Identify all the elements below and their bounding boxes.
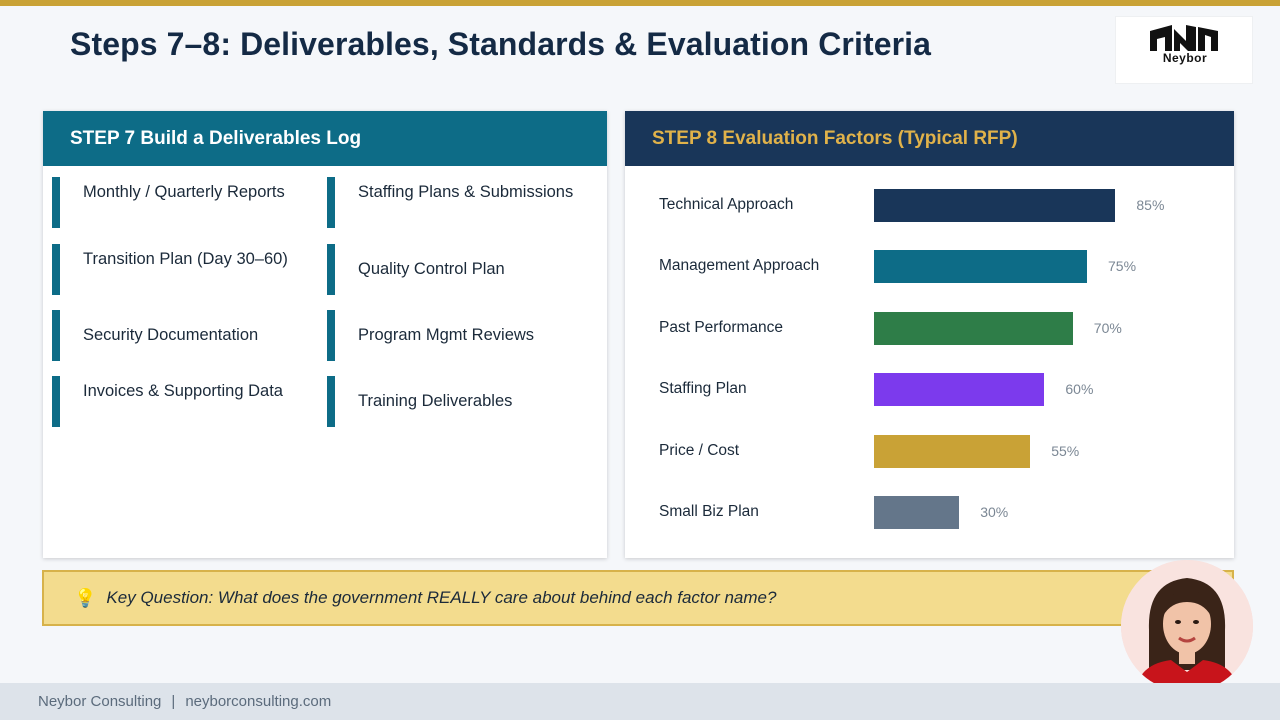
lightbulb-icon: 💡 [74, 587, 97, 608]
bar-label: Past Performance [659, 318, 784, 336]
deliverable-item: Staffing Plans & Submissions [327, 177, 577, 228]
presenter-avatar [1121, 560, 1253, 692]
neybor-logo: Neybor [1115, 16, 1253, 84]
bar [874, 373, 1045, 407]
footer-company: Neybor Consulting [38, 693, 162, 710]
bar-label: Small Biz Plan [659, 503, 759, 520]
deliverable-item: Monthly / Quarterly Reports [52, 177, 302, 228]
bar [874, 311, 1073, 345]
deliverable-item: Training Deliverables [327, 376, 577, 427]
step8-header: STEP 8 Evaluation Factors (Typical RFP) [625, 111, 1234, 166]
step7-header: STEP 7 Build a Deliverables Log [43, 111, 607, 166]
top-accent-bar [0, 0, 1280, 6]
bar-value-label: 75% [1108, 258, 1137, 275]
bar [874, 496, 960, 529]
bar-value-label: 30% [980, 504, 1009, 520]
footer-separator: | [171, 693, 176, 710]
bar-label: Price / Cost [659, 441, 740, 459]
page-title: Steps 7–8: Deliverables, Standards & Eva… [70, 26, 932, 62]
footer-website[interactable]: neyborconsulting.com [185, 693, 332, 710]
logo-wordmark: Neybor [1162, 51, 1208, 65]
bar-label: Staffing Plan [659, 380, 747, 398]
bar [874, 434, 1031, 468]
key-question-callout: 💡 Key Question: What does the government… [42, 570, 1234, 626]
footer: Neybor Consulting | neyborconsulting.com [0, 683, 1280, 720]
deliverable-item: Invoices & Supporting Data [52, 376, 302, 427]
evaluation-panel: STEP 8 Evaluation Factors (Typical RFP) … [625, 111, 1234, 558]
callout-text: Key Question: What does the government R… [106, 588, 777, 607]
bar-value-label: 55% [1051, 442, 1080, 459]
bar-label: Management Approach [659, 257, 820, 275]
bar-label: Technical Approach [659, 196, 794, 213]
bar [874, 250, 1087, 284]
deliverable-item: Quality Control Plan [327, 244, 577, 295]
bar [874, 189, 1116, 222]
logo-mark-icon [1150, 25, 1218, 51]
bar-value-label: 85% [1136, 197, 1165, 213]
deliverable-item: Program Mgmt Reviews [327, 310, 577, 361]
bar-value-label: 60% [1065, 381, 1094, 398]
deliverable-item: Security Documentation [52, 310, 302, 361]
deliverable-item: Transition Plan (Day 30–60) [52, 244, 302, 295]
bar-value-label: 70% [1093, 319, 1122, 336]
deliverables-panel: STEP 7 Build a Deliverables Log Monthly … [43, 111, 607, 558]
